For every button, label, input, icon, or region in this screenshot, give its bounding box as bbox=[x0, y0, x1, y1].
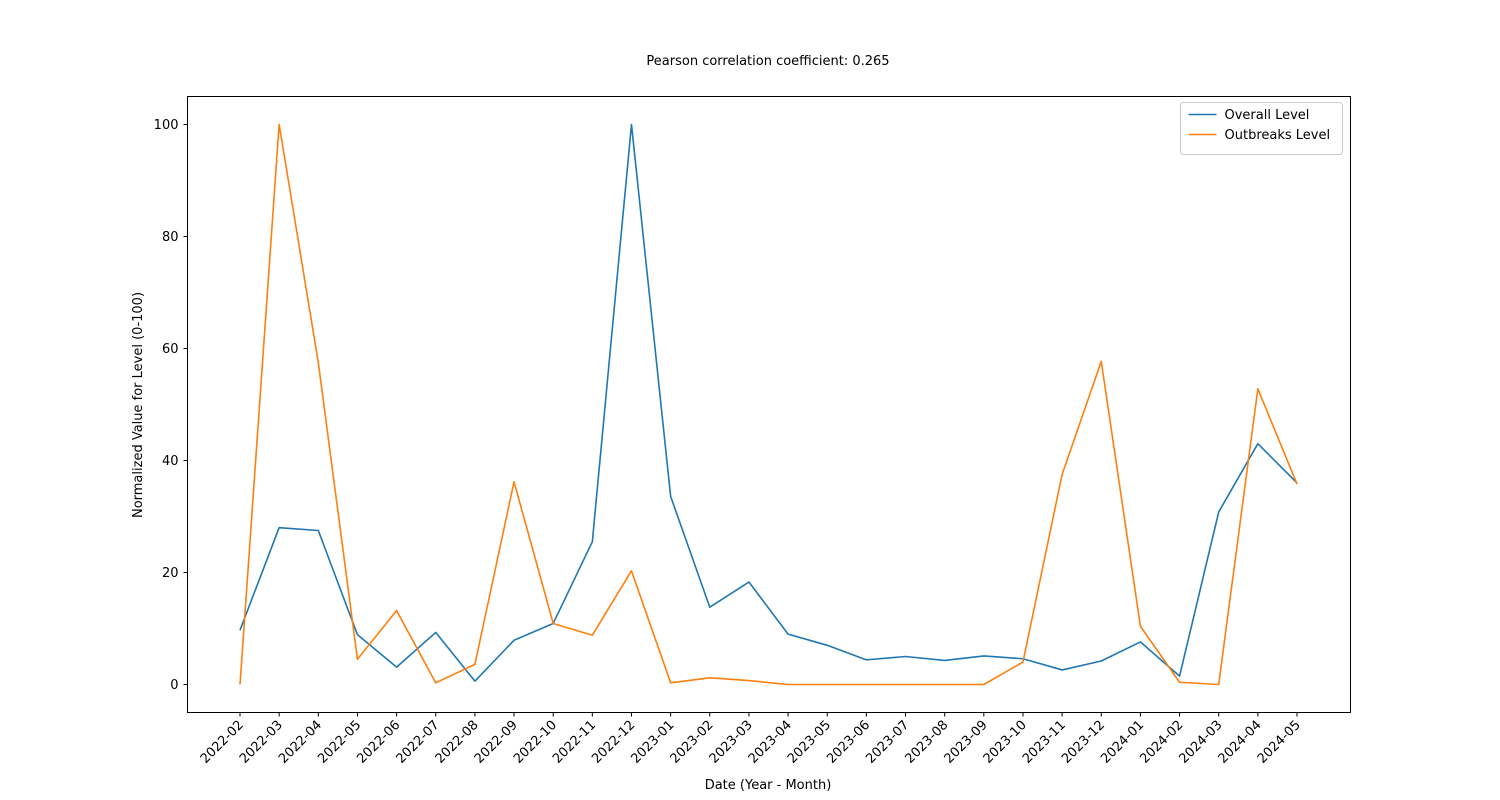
plot-area-frame bbox=[187, 96, 1351, 713]
legend-entry: Outbreaks Level bbox=[1225, 128, 1331, 143]
legend-entry: Overall Level bbox=[1225, 108, 1310, 123]
chart-title: Pearson correlation coefficient: 0.265 bbox=[646, 54, 889, 69]
y-tick-label: 0 bbox=[170, 678, 178, 693]
y-tick-label: 100 bbox=[154, 118, 179, 133]
y-tick-label: 40 bbox=[162, 454, 179, 469]
legend-box bbox=[1180, 102, 1343, 155]
series-line-overall-level bbox=[239, 123, 1298, 682]
x-tick-label: 2024-05 bbox=[1255, 718, 1304, 767]
y-axis-title: Normalized Value for Level (0-100) bbox=[131, 292, 146, 518]
y-tick-label: 60 bbox=[162, 342, 179, 357]
y-axis: 0 20 40 60 80 100 bbox=[154, 118, 188, 693]
x-axis-title: Date (Year - Month) bbox=[705, 778, 832, 793]
series-line-outbreaks-level bbox=[239, 123, 1298, 686]
y-tick-label: 80 bbox=[162, 230, 179, 245]
series-lines bbox=[239, 123, 1298, 686]
y-tick-label: 20 bbox=[162, 566, 179, 581]
legend: Overall Level Outbreaks Level bbox=[1180, 102, 1343, 155]
x-axis: 2022-022022-032022-042022-052022-062022-… bbox=[198, 712, 1304, 767]
